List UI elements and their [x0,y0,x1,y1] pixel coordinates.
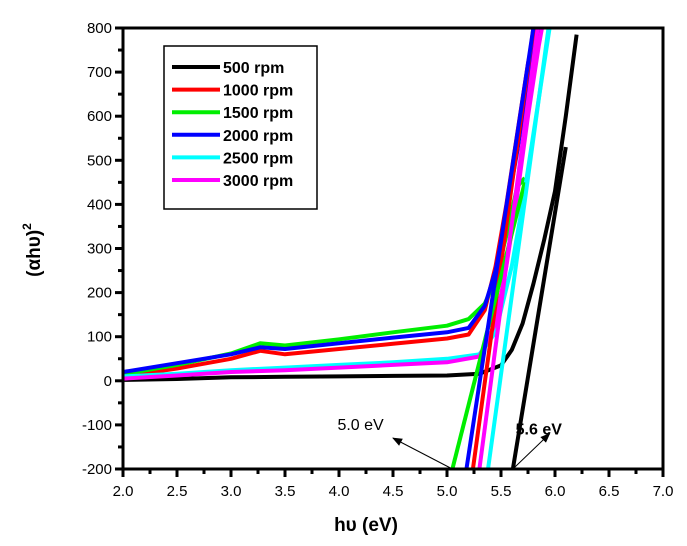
annotation-label: 5.0 eV [337,417,384,434]
y-tick-label: 600 [87,108,112,125]
legend-item-1500-rpm: 1500 rpm [172,105,293,122]
legend-label: 2500 rpm [223,150,293,167]
tangent-3000-rpm [477,28,540,469]
y-tick-label: -100 [82,417,112,434]
legend-label: 1000 rpm [223,83,293,100]
y-axis-title: (αhυ)2 [20,223,45,277]
tangent-2500-rpm [486,28,551,469]
y-tick-label: 200 [87,285,112,302]
x-tick-label: 6.5 [599,483,620,500]
y-tick-label: 500 [87,152,112,169]
annotation-5-6-ev: 5.6 eV [512,421,563,470]
y-tick-label: 800 [87,20,112,37]
tangent-layer [450,28,568,469]
x-tick-label: 7.0 [653,483,674,500]
annotation-label: 5.6 eV [516,421,563,438]
legend-item-500-rpm: 500 rpm [172,60,284,77]
y-tick-label: 0 [104,373,112,390]
legend-item-3000-rpm: 3000 rpm [172,173,293,190]
x-axis-title: hυ (eV) [334,515,398,536]
annotation-arrow [512,433,551,470]
x-tick-label: 5.5 [491,483,512,500]
x-tick-label: 5.0 [437,483,458,500]
legend-label: 1500 rpm [223,105,293,122]
legend-label: 500 rpm [223,60,284,77]
tangent-2000-rpm [464,28,536,469]
x-tick-label: 6.0 [545,483,566,500]
y-axis-title-main: (αhυ) [24,230,45,277]
series-500-rpm [123,34,579,382]
legend-item-1000-rpm: 1000 rpm [172,83,293,100]
legend-item-2500-rpm: 2500 rpm [172,150,293,167]
annotation-5-0-ev: 5.0 eV [337,417,453,470]
legend-label: 2000 rpm [223,128,293,145]
x-tick-label: 3.5 [275,483,296,500]
x-tick-label: 4.5 [383,483,404,500]
y-tick-label: 400 [87,196,112,213]
x-tick-label: 2.0 [113,483,134,500]
svg-text:(αhυ)2: (αhυ)2 [20,223,45,277]
legend-label: 3000 rpm [223,173,293,190]
y-tick-label: 300 [87,241,112,258]
legend: 500 rpm 1000 rpm 1500 rpm 2000 rpm 2500 rpm 3… [163,45,318,210]
x-tick-label: 2.5 [167,483,188,500]
y-axis: -200 -100 0 100 200 300 400 500 600 700 800 [82,20,123,478]
annotations: 5.0 eV 5.6 eV [337,417,563,470]
y-tick-label: 100 [87,329,112,346]
x-tick-label: 3.0 [221,483,242,500]
tangent-500-rpm [510,146,568,469]
y-tick-label: -200 [82,461,112,478]
x-axis: 2.0 2.5 3.0 3.5 4.0 4.5 5.0 5.5 6.0 6.5 7.0 [113,469,674,500]
y-axis-title-sup: 2 [20,223,34,230]
y-tick-label: 700 [87,64,112,81]
x-tick-label: 4.0 [329,483,350,500]
series-layer [123,28,579,382]
legend-item-2000-rpm: 2000 rpm [172,128,293,145]
annotation-arrow [392,437,453,470]
